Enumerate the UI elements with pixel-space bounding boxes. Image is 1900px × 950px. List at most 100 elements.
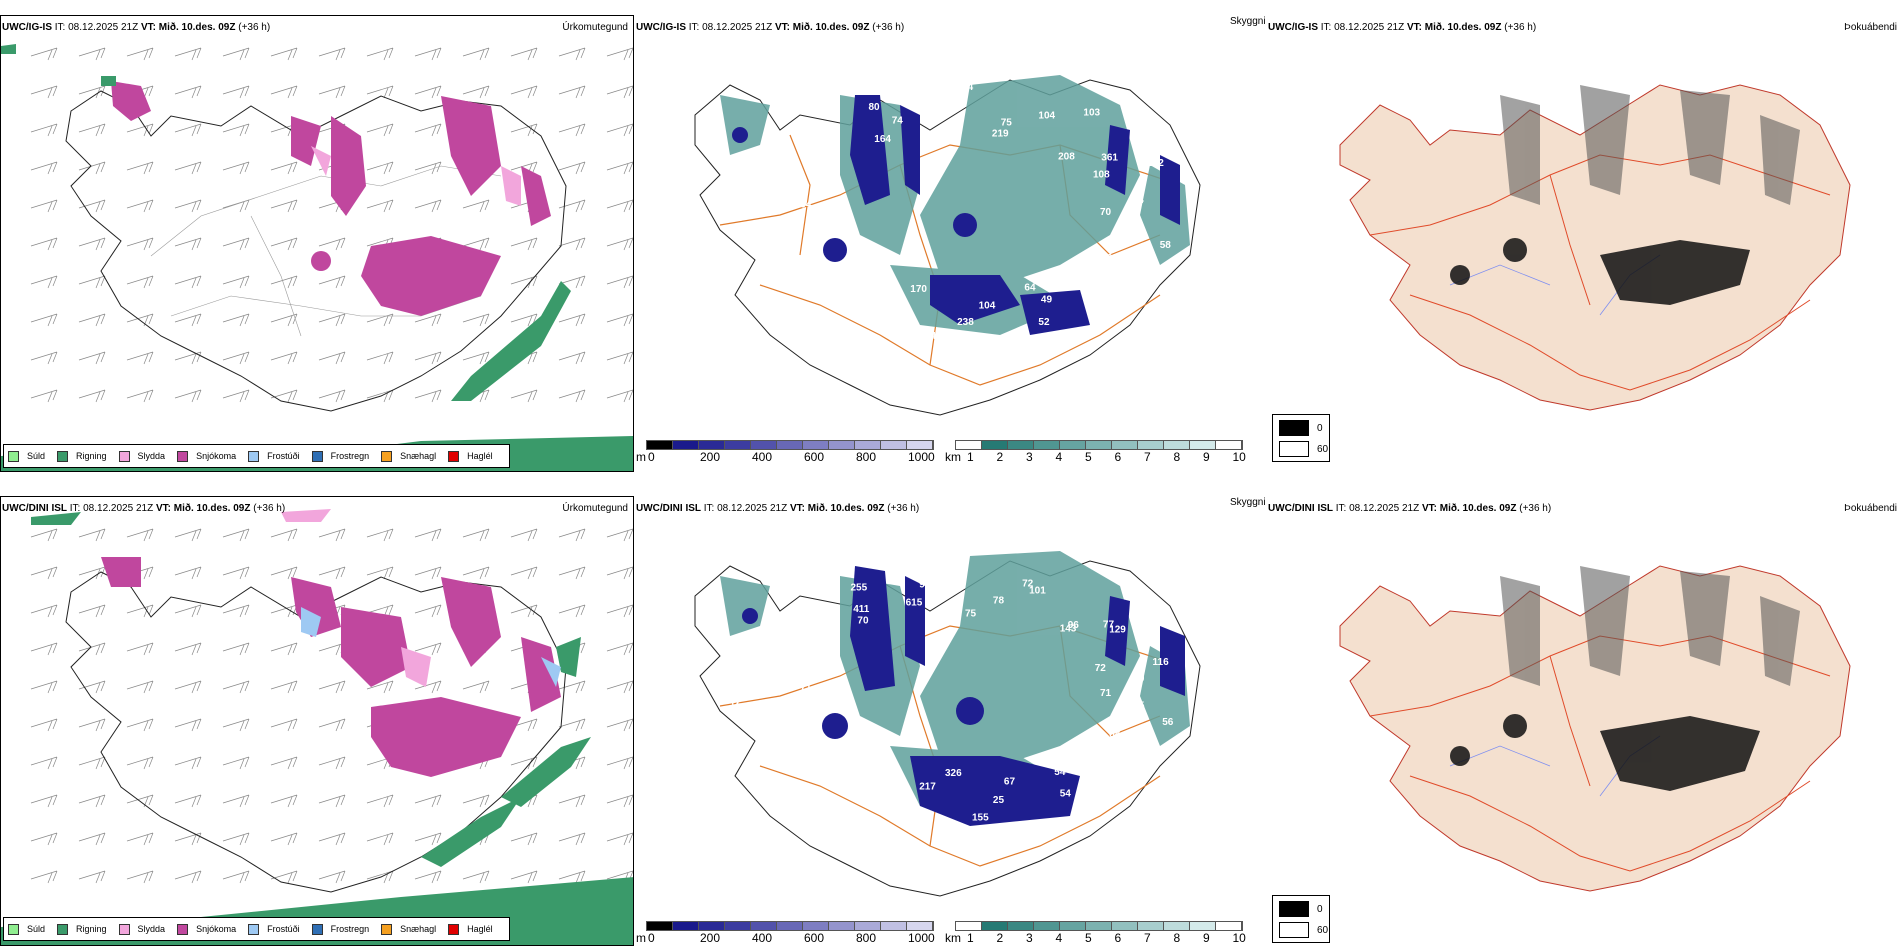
wind-barb: [414, 123, 442, 137]
ceiling-label: 128: [839, 762, 856, 773]
wind-barb: [30, 237, 58, 251]
precip-legend: Súld Rigning Slydda Snjókoma Frostúði Frostre…: [3, 444, 510, 468]
colorbar-cell: [881, 441, 907, 449]
ceiling-label: 25: [993, 795, 1005, 806]
wind-barb: [78, 275, 106, 289]
wind-barb: [30, 718, 58, 732]
ceiling-label: 56: [1162, 717, 1174, 728]
wind-barb: [558, 123, 586, 137]
header-precip-top: UWC/IG-IS IT: 08.12.2025 21Z VT: Mið. 10…: [2, 22, 270, 33]
wind-barb: [222, 237, 250, 251]
ceiling-areas: [742, 566, 1185, 826]
colorbar-cell: [829, 441, 855, 449]
legend-item: Snjókoma: [177, 923, 236, 935]
vt-label: VT:: [1421, 503, 1437, 514]
wind-barb: [510, 528, 538, 542]
legend-label: Haglél: [467, 924, 493, 934]
wind-barb: [318, 351, 346, 365]
precip-map: [1, 44, 633, 471]
ceiling-label: 28: [830, 299, 842, 310]
legend-item: Snjókoma: [177, 450, 236, 462]
ceiling-label: 58: [1160, 240, 1172, 251]
legend-item: Súld: [8, 450, 45, 462]
colorbar-tick: 800: [856, 450, 877, 464]
wind-barb: [30, 642, 58, 656]
ceiling-colorbar-top: m 0 200 400 600 800 1000: [636, 436, 944, 466]
wind-barb: [174, 756, 202, 770]
ceiling-label: 183: [770, 182, 787, 193]
wind-barb: [222, 642, 250, 656]
ceiling-label: 104: [1038, 110, 1055, 121]
wind-barb: [462, 870, 490, 884]
wind-barb: [174, 161, 202, 175]
legend-label: Frostúði: [267, 924, 300, 934]
ceiling-label: 170: [910, 284, 927, 295]
colorbar-tick: 200: [700, 931, 721, 945]
wind-barb: [270, 199, 298, 213]
wind-barb: [510, 237, 538, 251]
fog-legend-swatch: [1279, 901, 1309, 917]
wind-barb: [558, 313, 586, 327]
colorbar-tick: 10: [1232, 931, 1246, 945]
wind-barb: [462, 199, 490, 213]
fog-title-top: Þokuábendi: [1844, 22, 1897, 33]
wind-barb: [606, 85, 633, 99]
sleet-areas: [311, 146, 521, 206]
vt-value: Mið. 10.des. 09Z: [1424, 22, 1502, 33]
wind-barb: [606, 756, 633, 770]
colorbar-tick: 3: [1026, 931, 1033, 945]
wind-barb: [510, 85, 538, 99]
ceiling-label: 70: [857, 615, 869, 626]
wind-barb: [318, 756, 346, 770]
wind-barb: [366, 528, 394, 542]
colorbar-cell: [1034, 922, 1060, 930]
ceiling-label: 54: [1060, 789, 1072, 800]
wind-barb: [462, 47, 490, 61]
wind-barb: [558, 794, 586, 808]
colorbar-cell: [725, 441, 751, 449]
ceiling-label: 219: [992, 129, 1009, 140]
colorbar-cell: [1112, 922, 1138, 930]
colorbar-cell: [1138, 922, 1164, 930]
wind-barb: [318, 237, 346, 251]
wind-barb: [414, 528, 442, 542]
colorbar-tick: 2: [996, 450, 1004, 464]
ceiling-title-top: Skyggni: [1230, 16, 1266, 27]
legend-item: Frostregn: [311, 923, 369, 935]
fog-legend-bottom: 0 60: [1272, 895, 1330, 943]
wind-barb: [126, 351, 154, 365]
legend-swatch: [248, 923, 260, 935]
wind-barb: [366, 161, 394, 175]
wind-barb: [558, 47, 586, 61]
wind-barb: [222, 718, 250, 732]
wind-barb: [174, 718, 202, 732]
ceiling-label: 17: [808, 719, 820, 730]
wind-barb: [414, 870, 442, 884]
colorbar-cell: [725, 922, 751, 930]
legend-swatch: [381, 923, 393, 935]
wind-barb: [510, 870, 538, 884]
wind-barb: [174, 85, 202, 99]
wind-barb: [222, 123, 250, 137]
colorbar-tick: 7: [1144, 931, 1151, 945]
it-value: 08.12.2025 21Z: [68, 22, 139, 33]
colorbar-unit: m: [636, 450, 646, 464]
visibility-colorbar-bottom: km 1 2 3 4 5 6 7 8 9 10: [945, 917, 1255, 947]
colorbar-cell: [855, 441, 881, 449]
header-ceiling-bottom: UWC/DINI ISL IT: 08.12.2025 21Z VT: Mið.…: [636, 503, 919, 514]
ceiling-label: 260: [874, 294, 891, 305]
wind-barb: [126, 604, 154, 618]
ceiling-label: 24: [925, 331, 937, 342]
legend-swatch: [57, 450, 69, 462]
ceiling-label: 81: [731, 213, 743, 224]
wind-barb: [30, 870, 58, 884]
colorbar-cell: [1034, 441, 1060, 449]
wind-barb: [558, 275, 586, 289]
header-ceiling-top: UWC/IG-IS IT: 08.12.2025 21Z VT: Mið. 10…: [636, 22, 904, 33]
colorbar-tick: 5: [1085, 450, 1092, 464]
wind-barb: [30, 161, 58, 175]
wind-barb: [174, 275, 202, 289]
ceiling-label: 84: [1133, 195, 1145, 206]
colorbar-tick: 10: [1232, 450, 1246, 464]
ceiling-label: 78: [993, 596, 1005, 607]
